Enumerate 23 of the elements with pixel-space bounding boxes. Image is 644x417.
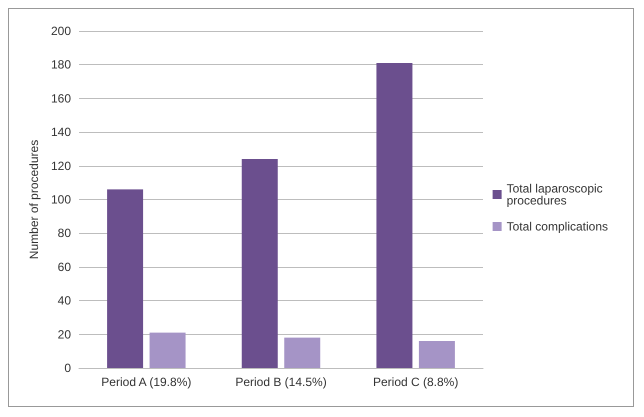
bar xyxy=(418,341,455,368)
legend-label: Total complications xyxy=(506,220,608,234)
y-tick-label: 0 xyxy=(64,361,72,375)
y-tick-label: 180 xyxy=(50,58,72,72)
y-tick-label: 120 xyxy=(50,158,72,173)
x-tick-label: Period C (8.8%) xyxy=(372,375,458,389)
y-tick-label: 40 xyxy=(58,294,72,308)
y-tick-label: 160 xyxy=(50,91,72,106)
y-axis-title: Number of procedures xyxy=(27,140,42,260)
y-tick-label: 140 xyxy=(50,125,72,140)
x-tick-label: Period B (14.5%) xyxy=(235,375,327,389)
y-tick-label: 200 xyxy=(50,24,72,38)
x-tick-label: Period A (19.8%) xyxy=(101,375,192,389)
bar xyxy=(284,338,320,368)
y-tick-label: 60 xyxy=(58,260,72,274)
bar xyxy=(376,63,412,368)
y-tick-label: 20 xyxy=(58,327,72,342)
bar xyxy=(242,159,278,368)
bar xyxy=(150,332,186,368)
y-tick-label: 80 xyxy=(58,226,72,240)
legend-label: Total laparoscopic procedures xyxy=(506,182,606,208)
bar xyxy=(107,189,144,368)
y-tick-label: 100 xyxy=(50,192,72,206)
